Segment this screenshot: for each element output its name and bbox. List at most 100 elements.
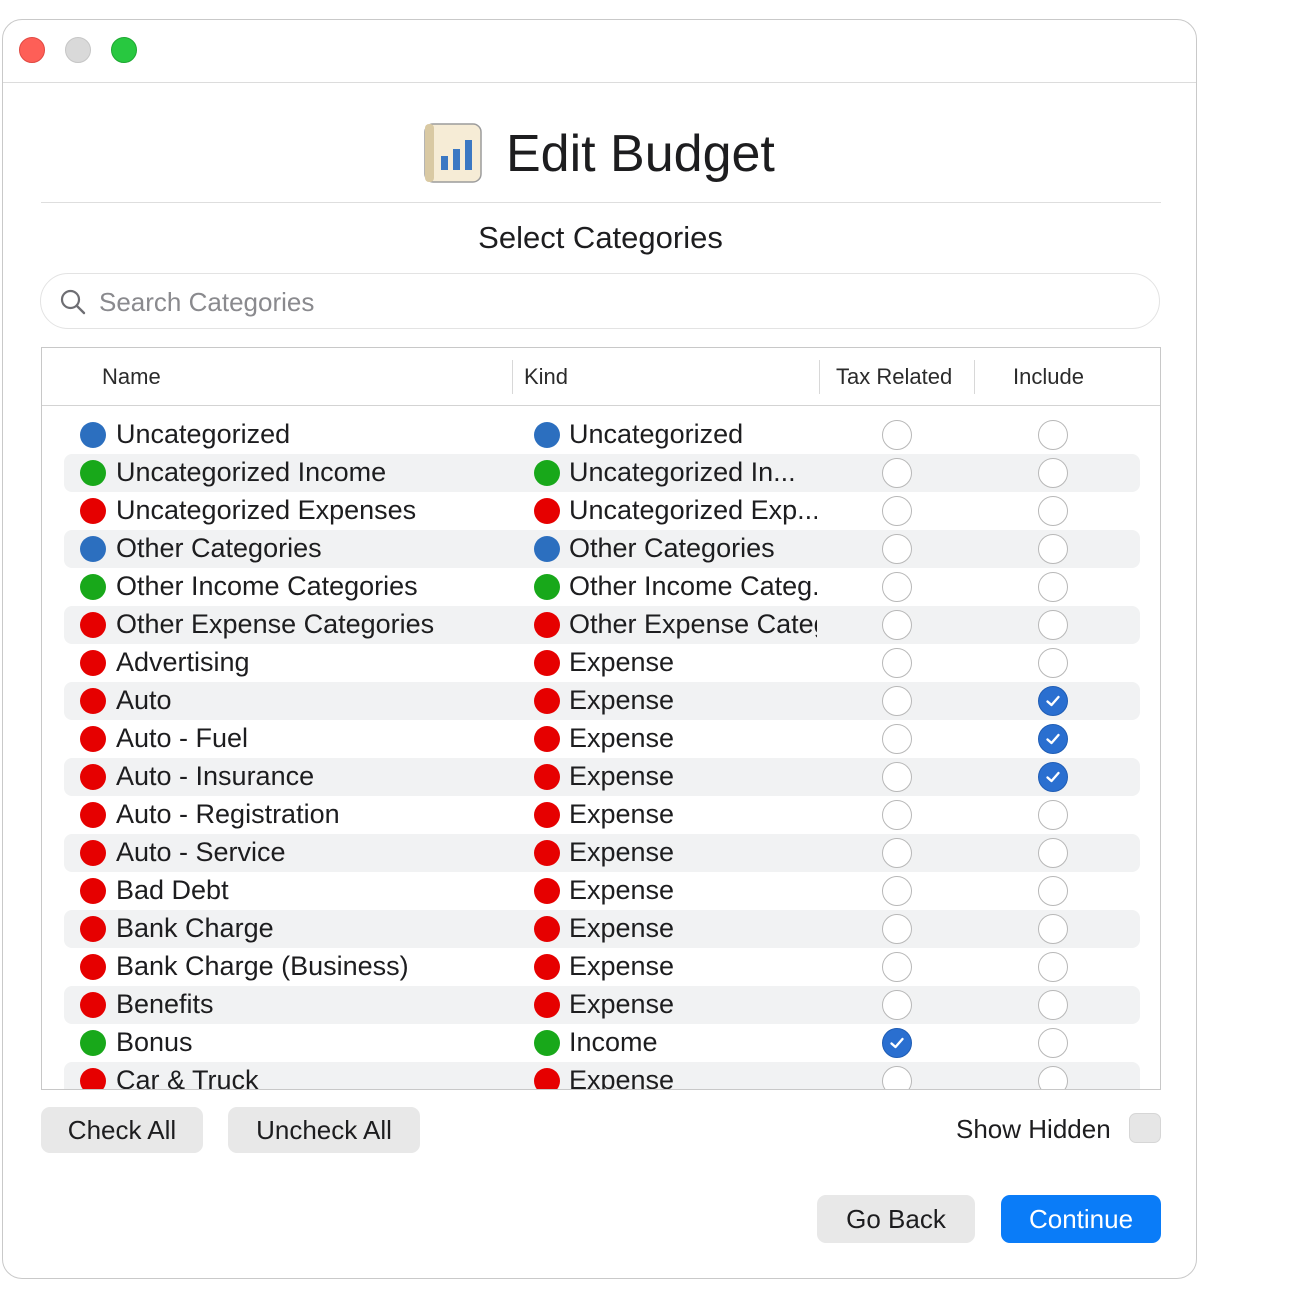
table-row[interactable]: Auto Expense bbox=[64, 682, 1140, 720]
table-row[interactable]: Auto - Insurance Expense bbox=[64, 758, 1140, 796]
close-window-button[interactable] bbox=[19, 37, 45, 63]
table-row[interactable]: Auto - Service Expense bbox=[64, 834, 1140, 872]
include-checkbox[interactable] bbox=[1038, 648, 1068, 678]
tax-related-checkbox[interactable] bbox=[882, 534, 912, 564]
tax-related-checkbox[interactable] bbox=[882, 800, 912, 830]
include-checkbox[interactable] bbox=[1038, 534, 1068, 564]
include-checkbox[interactable] bbox=[1038, 686, 1068, 716]
category-kind: Uncategorized In... bbox=[569, 457, 796, 487]
budget-app-icon bbox=[424, 123, 482, 183]
include-checkbox[interactable] bbox=[1038, 420, 1068, 450]
tax-related-checkbox[interactable] bbox=[882, 762, 912, 792]
column-divider[interactable] bbox=[512, 360, 513, 394]
tax-related-checkbox[interactable] bbox=[882, 496, 912, 526]
uncheck-all-button[interactable]: Uncheck All bbox=[228, 1107, 420, 1153]
kind-color-dot bbox=[534, 764, 560, 790]
include-checkbox[interactable] bbox=[1038, 800, 1068, 830]
category-kind: Other Categories bbox=[569, 533, 775, 563]
category-name: Bonus bbox=[116, 1027, 193, 1057]
tax-related-checkbox[interactable] bbox=[882, 990, 912, 1020]
kind-color-dot bbox=[534, 1068, 560, 1089]
search-input[interactable] bbox=[97, 282, 1101, 322]
column-divider[interactable] bbox=[974, 360, 975, 394]
column-header-tax-related[interactable]: Tax Related bbox=[836, 364, 953, 389]
kind-color-dot bbox=[534, 916, 560, 942]
category-kind: Expense bbox=[569, 799, 675, 829]
table-row[interactable]: Advertising Expense bbox=[64, 644, 1140, 682]
category-color-dot bbox=[80, 1068, 106, 1089]
kind-color-dot bbox=[534, 954, 560, 980]
table-row[interactable]: Benefits Expense bbox=[64, 986, 1140, 1024]
category-color-dot bbox=[80, 1030, 106, 1056]
category-name: Auto bbox=[116, 685, 172, 715]
tax-related-checkbox[interactable] bbox=[882, 876, 912, 906]
tax-related-checkbox[interactable] bbox=[882, 458, 912, 488]
continue-button[interactable]: Continue bbox=[1001, 1195, 1161, 1243]
include-checkbox[interactable] bbox=[1038, 876, 1068, 906]
table-row[interactable]: Bank Charge Expense bbox=[64, 910, 1140, 948]
include-checkbox[interactable] bbox=[1038, 1028, 1068, 1058]
search-field[interactable] bbox=[40, 273, 1160, 329]
table-row[interactable]: Uncategorized Expenses Uncategorized Exp.… bbox=[64, 492, 1140, 530]
category-name: Bad Debt bbox=[116, 875, 229, 905]
zoom-window-button[interactable] bbox=[111, 37, 137, 63]
include-checkbox[interactable] bbox=[1038, 496, 1068, 526]
table-row[interactable]: Auto - Registration Expense bbox=[64, 796, 1140, 834]
category-color-dot bbox=[80, 498, 106, 524]
include-checkbox[interactable] bbox=[1038, 724, 1068, 754]
table-row[interactable]: Other Income Categories Other Income Cate… bbox=[64, 568, 1140, 606]
tax-related-checkbox[interactable] bbox=[882, 420, 912, 450]
table-row[interactable]: Auto - Fuel Expense bbox=[64, 720, 1140, 758]
category-color-dot bbox=[80, 726, 106, 752]
table-row[interactable]: Uncategorized Uncategorized bbox=[64, 416, 1140, 454]
category-color-dot bbox=[80, 916, 106, 942]
table-row[interactable]: Other Categories Other Categories bbox=[64, 530, 1140, 568]
include-checkbox[interactable] bbox=[1038, 762, 1068, 792]
tax-related-checkbox[interactable] bbox=[882, 686, 912, 716]
column-header-name[interactable]: Name bbox=[102, 364, 161, 389]
table-row[interactable]: Bad Debt Expense bbox=[64, 872, 1140, 910]
tax-related-checkbox[interactable] bbox=[882, 952, 912, 982]
include-checkbox[interactable] bbox=[1038, 914, 1068, 944]
column-header-include[interactable]: Include bbox=[1013, 364, 1084, 389]
include-checkbox[interactable] bbox=[1038, 838, 1068, 868]
tax-related-checkbox[interactable] bbox=[882, 610, 912, 640]
category-color-dot bbox=[80, 422, 106, 448]
category-kind: Expense bbox=[569, 913, 675, 943]
page-header: Edit Budget bbox=[3, 120, 1196, 190]
tax-related-checkbox[interactable] bbox=[882, 1066, 912, 1089]
include-checkbox[interactable] bbox=[1038, 952, 1068, 982]
table-row[interactable]: Car & Truck Expense bbox=[64, 1062, 1140, 1089]
category-kind: Expense bbox=[569, 875, 675, 905]
category-kind: Expense bbox=[569, 685, 675, 715]
tax-related-checkbox[interactable] bbox=[882, 838, 912, 868]
table-row[interactable]: Other Expense Categories Other Expense Ca… bbox=[64, 606, 1140, 644]
table-row[interactable]: Uncategorized Income Uncategorized In... bbox=[64, 454, 1140, 492]
include-checkbox[interactable] bbox=[1038, 458, 1068, 488]
minimize-window-button[interactable] bbox=[65, 37, 91, 63]
show-hidden-checkbox[interactable] bbox=[1129, 1113, 1161, 1143]
category-name: Auto - Service bbox=[116, 837, 286, 867]
go-back-button[interactable]: Go Back bbox=[817, 1195, 975, 1243]
include-checkbox[interactable] bbox=[1038, 572, 1068, 602]
category-color-dot bbox=[80, 574, 106, 600]
table-row[interactable]: Bonus Income bbox=[64, 1024, 1140, 1062]
tax-related-checkbox[interactable] bbox=[882, 648, 912, 678]
tax-related-checkbox[interactable] bbox=[882, 914, 912, 944]
tax-related-checkbox[interactable] bbox=[882, 572, 912, 602]
tax-related-checkbox[interactable] bbox=[882, 724, 912, 754]
category-kind: Expense bbox=[569, 723, 675, 753]
table-row[interactable]: Bank Charge (Business) Expense bbox=[64, 948, 1140, 986]
include-checkbox[interactable] bbox=[1038, 610, 1068, 640]
column-divider[interactable] bbox=[819, 360, 820, 394]
kind-color-dot bbox=[534, 422, 560, 448]
kind-color-dot bbox=[534, 498, 560, 524]
tax-related-checkbox[interactable] bbox=[882, 1028, 912, 1058]
category-color-dot bbox=[80, 992, 106, 1018]
category-name: Other Expense Categories bbox=[116, 609, 435, 639]
check-all-button[interactable]: Check All bbox=[41, 1107, 203, 1153]
include-checkbox[interactable] bbox=[1038, 990, 1068, 1020]
column-header-kind[interactable]: Kind bbox=[524, 364, 569, 389]
category-name: Bank Charge (Business) bbox=[116, 951, 409, 981]
include-checkbox[interactable] bbox=[1038, 1066, 1068, 1089]
